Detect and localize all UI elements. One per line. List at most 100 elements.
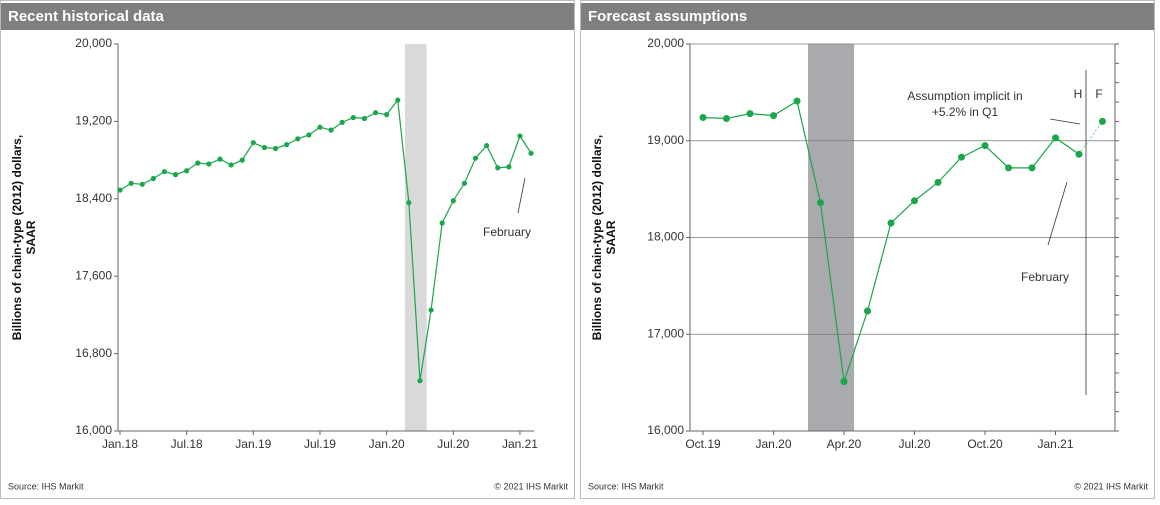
data-point: [250, 140, 256, 146]
data-point: [958, 153, 965, 161]
data-line: [702, 100, 1080, 382]
x-tick-label: Jul.19: [304, 437, 336, 451]
data-point: [1052, 134, 1059, 142]
data-point: [461, 180, 468, 186]
x-tick-label: Jan.20: [369, 437, 405, 451]
data-line: [119, 98, 532, 381]
annotation-line: [1047, 181, 1068, 246]
annotation: +5.2% in Q1: [932, 105, 999, 119]
data-point: [395, 97, 401, 103]
annotation: Assumption implicit in: [907, 89, 1022, 103]
panel-frame: [0, 0, 575, 499]
data-point: [206, 161, 212, 167]
data-point: [981, 142, 989, 150]
data-point: [840, 378, 848, 386]
data-point: [117, 187, 123, 193]
data-point: [228, 162, 234, 168]
y-tick-label: 16,000: [647, 423, 684, 437]
data-point: [306, 132, 312, 138]
data-point: [195, 160, 201, 166]
y-tick-label: 20,000: [75, 36, 112, 50]
source: Source: IHS Markit: [588, 481, 664, 491]
panel-header: [581, 3, 1154, 30]
data-point: [934, 178, 942, 186]
data-point: [793, 97, 801, 105]
data-point: [339, 119, 345, 125]
data-point: [1028, 164, 1036, 172]
data-point: [184, 168, 190, 174]
data-point: [128, 180, 134, 186]
annotation: February: [1021, 270, 1069, 284]
annotation: F: [1095, 87, 1102, 101]
y-tick-label: 17,000: [647, 326, 684, 340]
y-tick-label: 18,400: [75, 191, 112, 205]
data-point: [150, 175, 156, 182]
data-point: [417, 378, 423, 384]
y-tick-label: 19,000: [647, 133, 684, 147]
annotation-line: [517, 177, 526, 214]
y-tick-label: 19,200: [75, 114, 112, 128]
data-point: [384, 112, 390, 118]
x-tick-label: Jul.20: [437, 437, 469, 451]
panel-frame: [580, 0, 1155, 499]
data-point: [770, 112, 777, 120]
y-axis-label: Billions of chain-type (2012) dollars,: [590, 135, 604, 340]
x-tick-label: Jan.21: [1037, 437, 1073, 451]
data-point: [528, 150, 534, 156]
data-point: [517, 133, 523, 139]
copyright: © 2021 IHS Markit: [494, 481, 568, 491]
data-point: [261, 144, 268, 151]
data-point: [495, 165, 501, 171]
data-point: [817, 199, 824, 207]
annotation-line: [1049, 118, 1081, 125]
data-point: [484, 142, 490, 149]
y-tick-label: 20,000: [647, 36, 684, 50]
panel-title: Recent historical data: [8, 8, 165, 25]
data-point: [350, 114, 356, 121]
y-axis-label: Billions of chain-type (2012) dollars,: [10, 135, 24, 340]
data-point: [746, 110, 754, 118]
data-point: [161, 169, 168, 175]
x-tick-label: Jul.18: [171, 437, 203, 451]
recession-shade: [404, 44, 427, 431]
data-point: [506, 164, 512, 170]
copyright: © 2021 IHS Markit: [1074, 481, 1148, 491]
y-axis-label: SAAR: [604, 220, 618, 254]
data-point: [1005, 164, 1012, 172]
data-point: [406, 200, 412, 206]
data-point: [864, 307, 871, 315]
y-tick-label: 18,000: [647, 230, 684, 244]
data-point: [239, 157, 245, 163]
data-point: [328, 127, 334, 133]
data-point: [217, 156, 223, 162]
x-tick-label: Apr.20: [827, 437, 862, 451]
x-tick-label: Jan.19: [235, 437, 271, 451]
data-point: [139, 181, 145, 187]
data-point: [272, 145, 279, 152]
data-point: [450, 198, 456, 204]
data-point: [1099, 117, 1106, 125]
data-point: [295, 136, 301, 142]
annotation: H: [1074, 87, 1083, 101]
data-point: [361, 115, 368, 122]
data-point: [911, 197, 918, 205]
data-point: [699, 114, 707, 122]
y-axis-label: SAAR: [24, 220, 38, 254]
x-tick-label: Oct.20: [967, 437, 1003, 451]
data-point: [284, 142, 290, 148]
panel-header: [1, 3, 574, 30]
x-tick-label: Oct.19: [685, 437, 721, 451]
forecast-line: [1078, 121, 1103, 155]
x-tick-label: Jan.21: [502, 437, 538, 451]
panel-title: Forecast assumptions: [588, 8, 747, 25]
data-point: [372, 110, 379, 116]
data-point: [172, 172, 179, 178]
data-point: [428, 307, 434, 313]
y-tick-label: 16,000: [75, 423, 112, 437]
x-tick-label: Jan.18: [102, 437, 138, 451]
data-point: [1075, 150, 1083, 158]
data-point: [439, 220, 445, 226]
y-tick-label: 17,600: [75, 268, 112, 282]
